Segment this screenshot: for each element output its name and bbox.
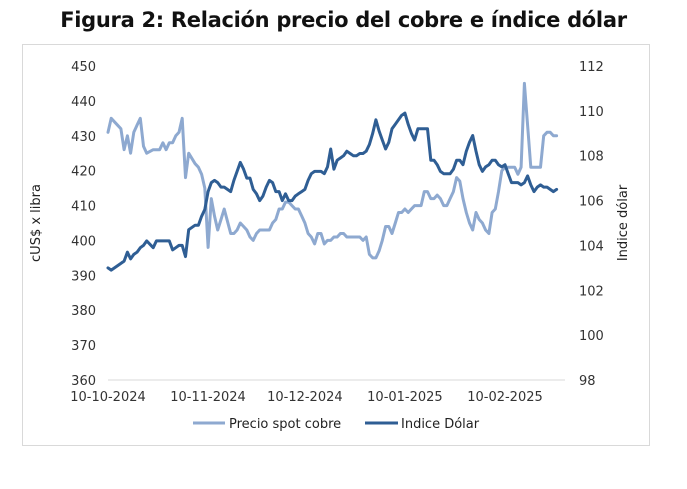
series-line-precio-cobre xyxy=(106,81,559,260)
y-tick-label: 430 xyxy=(71,130,96,145)
chart-frame xyxy=(22,44,650,446)
x-tick-label: 10-11-2024 xyxy=(170,390,246,405)
y2-axis-title: Indice dólar xyxy=(616,184,631,261)
y2-tick-label: 100 xyxy=(579,329,604,344)
legend-label: Precio spot cobre xyxy=(229,417,341,432)
y2-tick-label: 108 xyxy=(579,150,604,165)
chart-title: Figura 2: Relación precio del cobre e ín… xyxy=(60,8,627,32)
x-tick-label: 10-02-2025 xyxy=(467,390,543,405)
y2-tick-label: 102 xyxy=(579,284,604,299)
x-tick-label: 10-10-2024 xyxy=(70,390,146,405)
y-axis-title: cUS$ x libra xyxy=(29,184,44,262)
y-tick-label: 440 xyxy=(71,95,96,110)
y-tick-label: 410 xyxy=(71,200,96,215)
y-tick-label: 360 xyxy=(71,374,96,389)
y-tick-label: 380 xyxy=(71,304,96,319)
y2-tick-label: 104 xyxy=(579,239,604,254)
y-tick-label: 450 xyxy=(71,60,96,75)
series-line-indice-dolar xyxy=(106,111,559,272)
y-tick-label: 370 xyxy=(71,339,96,354)
y2-tick-label: 106 xyxy=(579,195,604,210)
y-tick-label: 390 xyxy=(71,269,96,284)
y-tick-label: 400 xyxy=(71,234,96,249)
y2-tick-label: 110 xyxy=(579,105,604,120)
legend-label: Indice Dólar xyxy=(401,417,480,432)
y2-tick-label: 98 xyxy=(579,374,596,389)
y2-tick-label: 112 xyxy=(579,60,604,75)
x-tick-label: 10-12-2024 xyxy=(267,390,343,405)
y-tick-label: 420 xyxy=(71,165,96,180)
x-tick-label: 10-01-2025 xyxy=(367,390,443,405)
